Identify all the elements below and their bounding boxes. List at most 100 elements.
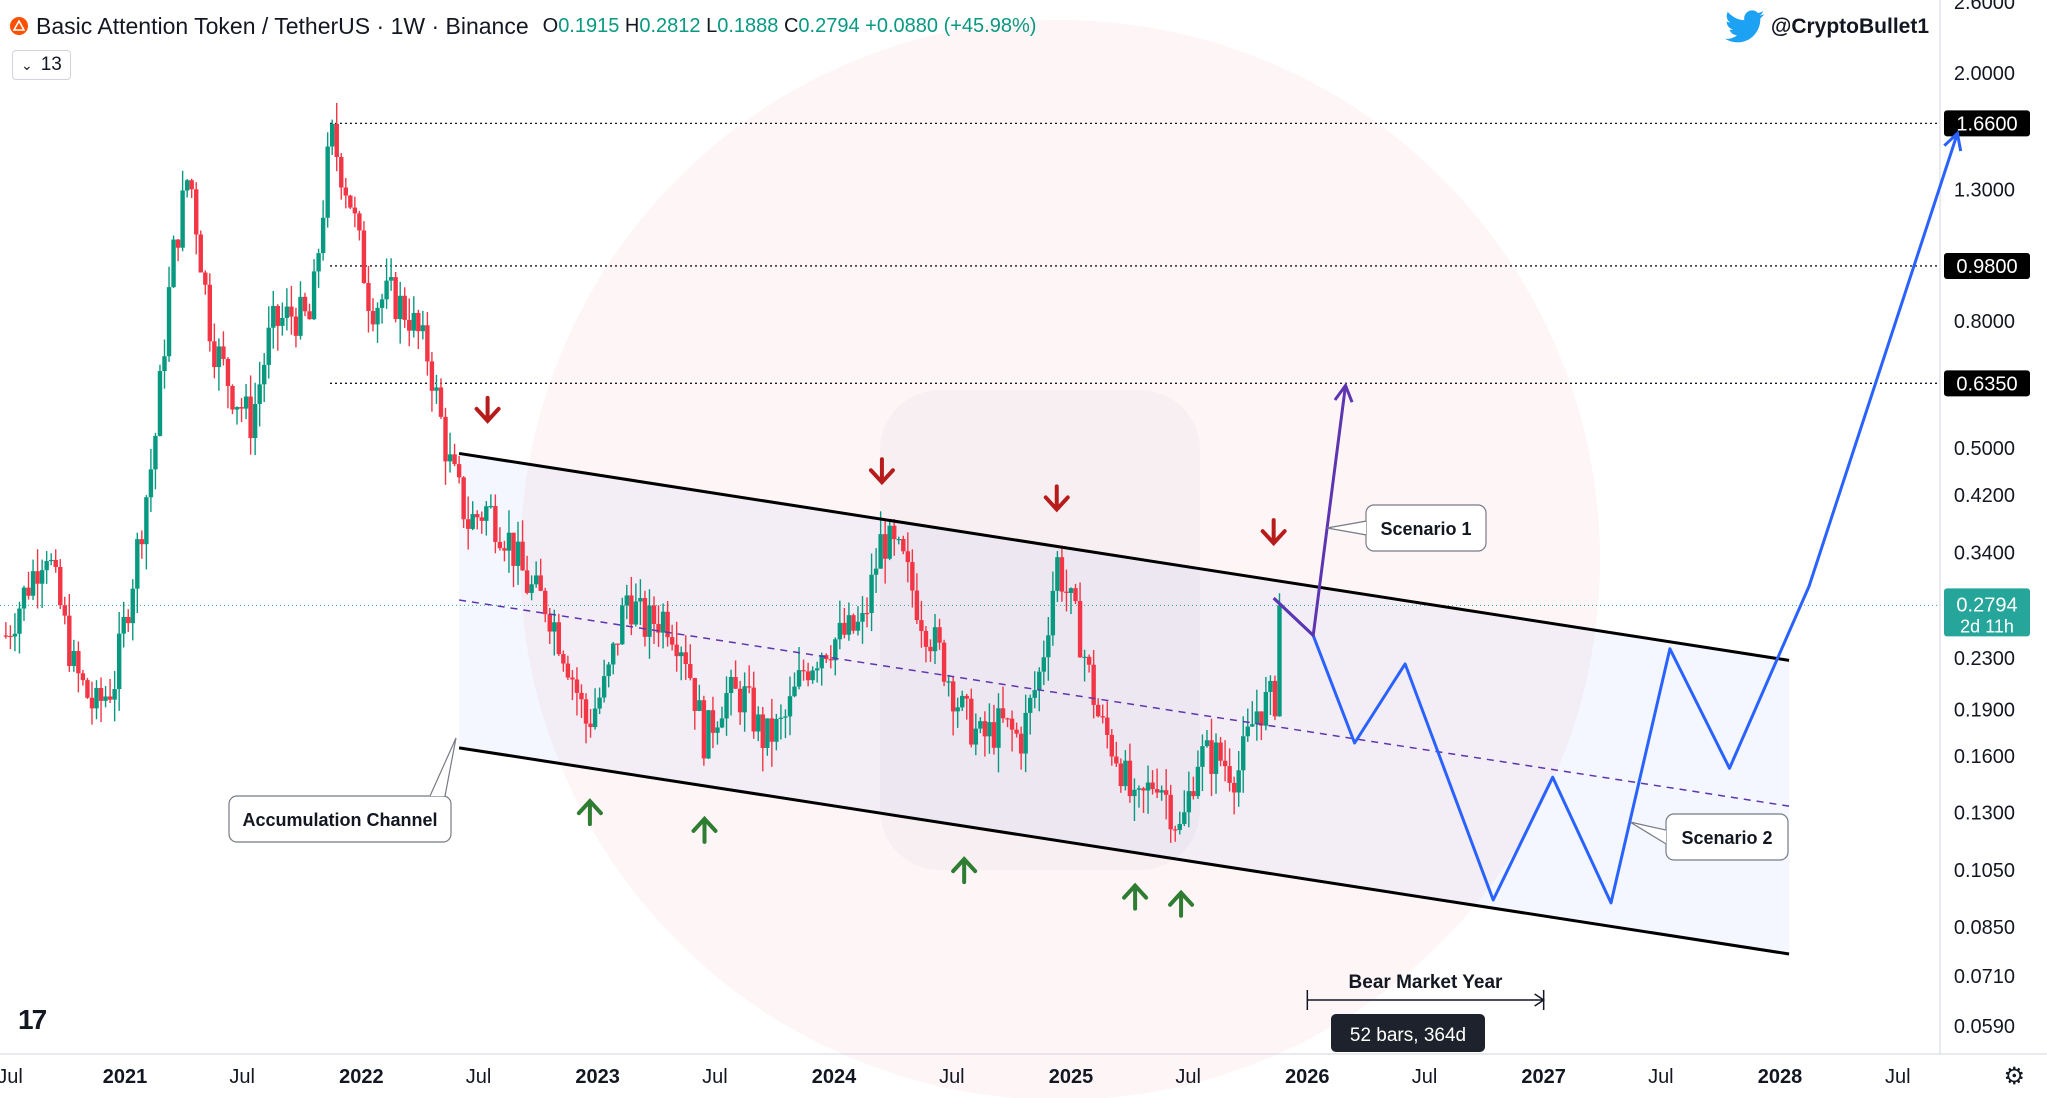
candle-body xyxy=(1186,791,1192,813)
candle-body xyxy=(878,534,883,569)
candle-body xyxy=(98,687,104,701)
candle-body xyxy=(669,637,675,645)
candle-body xyxy=(393,277,398,320)
candle-body xyxy=(760,714,765,748)
candle-body xyxy=(1277,605,1282,717)
candle-body xyxy=(1250,724,1255,727)
candle-body xyxy=(239,407,244,409)
candle-body xyxy=(443,416,448,462)
y-tick-label: 0.1300 xyxy=(1954,802,2015,824)
candle-body xyxy=(855,621,861,631)
watermark-lock xyxy=(880,390,1200,870)
candle-body xyxy=(280,317,285,326)
candle-body xyxy=(8,635,13,638)
candle-body xyxy=(1077,601,1083,658)
y-tick-label: 1.3000 xyxy=(1954,180,2015,202)
change-value: +0.0880 (+45.98%) xyxy=(865,14,1037,37)
candle-body xyxy=(1091,664,1096,705)
candle-body xyxy=(465,519,471,529)
tradingview-logo[interactable]: 17 xyxy=(18,1004,47,1035)
candle-body xyxy=(552,622,557,632)
candle-body xyxy=(234,407,240,410)
candle-body xyxy=(325,146,330,218)
candle-body xyxy=(194,189,199,235)
candle-body xyxy=(17,608,22,634)
y-tick-label: 0.1600 xyxy=(1954,746,2015,768)
candle-body xyxy=(746,686,752,688)
scenario2-callout-pointer xyxy=(1629,821,1667,845)
candle-body xyxy=(284,306,290,318)
y-tick-label: 0.8000 xyxy=(1954,311,2015,333)
candle-body xyxy=(148,469,154,498)
candle-body xyxy=(1105,717,1110,735)
x-tick-label: Jul xyxy=(1175,1066,1201,1088)
accumulation-callout-label: Accumulation Channel xyxy=(242,810,437,830)
candle-body xyxy=(26,587,31,596)
candle-body xyxy=(633,601,639,625)
candle-body xyxy=(48,559,54,562)
indicators-toggle[interactable]: ⌄ 13 xyxy=(12,50,71,80)
y-tick-label: 0.0710 xyxy=(1954,966,2015,988)
candle-body xyxy=(805,671,811,681)
candle-body xyxy=(1213,742,1219,774)
candle-body xyxy=(615,643,620,645)
candle-body xyxy=(257,384,262,404)
candle-body xyxy=(370,310,376,325)
candle-body xyxy=(769,718,775,742)
candle-body xyxy=(1082,656,1087,659)
candle-body xyxy=(103,696,108,701)
candle-body xyxy=(955,707,960,712)
candle-body xyxy=(1173,829,1178,831)
up-arrow-icon xyxy=(1122,882,1149,911)
candle-body xyxy=(275,305,281,326)
down-arrow-icon xyxy=(1043,484,1070,513)
candle-body xyxy=(339,156,344,188)
candle-body xyxy=(1191,791,1196,797)
candle-body xyxy=(678,652,684,657)
candle-body xyxy=(289,306,294,317)
candle-body xyxy=(887,525,892,559)
candle-body xyxy=(533,575,539,585)
candle-body xyxy=(592,708,598,728)
candle-body xyxy=(728,677,734,694)
open-value: 0.1915 xyxy=(558,14,620,37)
candle-body xyxy=(529,584,534,593)
symbol-title[interactable]: Basic Attention Token / TetherUS · 1W · … xyxy=(36,12,529,39)
scenario1-path xyxy=(1272,385,1347,637)
candle-body xyxy=(715,727,720,733)
candle-body xyxy=(656,623,661,633)
candle-body xyxy=(67,615,72,667)
candle-body xyxy=(21,587,27,609)
candle-body xyxy=(524,570,530,593)
candle-body xyxy=(166,287,172,357)
candle-body xyxy=(1259,711,1264,726)
candle-body xyxy=(334,123,339,157)
gear-icon[interactable]: ⚙ xyxy=(2003,1063,2025,1090)
candle-body xyxy=(1182,812,1187,824)
candle-body xyxy=(819,655,824,669)
candle-body xyxy=(601,676,607,698)
x-tick-label: 2026 xyxy=(1285,1066,1330,1088)
range-badge-label: 52 bars, 364d xyxy=(1350,1025,1466,1046)
candle-body xyxy=(126,616,131,624)
candle-body xyxy=(1023,712,1028,754)
x-tick-label: Jul xyxy=(1885,1066,1911,1088)
candle-body xyxy=(216,346,222,368)
level-label: 0.9800 xyxy=(1956,256,2017,278)
candle-body xyxy=(225,358,231,386)
candle-body xyxy=(561,654,566,664)
candle-body xyxy=(932,627,938,652)
symbol-header[interactable]: Basic Attention Token / TetherUS · 1W · … xyxy=(10,10,1036,42)
candle-body xyxy=(388,277,394,281)
candle-body xyxy=(624,595,630,606)
candle-body xyxy=(62,605,67,616)
y-tick-label: 0.0590 xyxy=(1954,1016,2015,1038)
candle-body xyxy=(80,673,86,681)
candle-body xyxy=(937,627,942,643)
candle-body xyxy=(837,622,843,640)
candle-body xyxy=(969,698,974,745)
candle-body xyxy=(833,639,838,661)
accumulation-callout-pointer xyxy=(429,737,457,797)
